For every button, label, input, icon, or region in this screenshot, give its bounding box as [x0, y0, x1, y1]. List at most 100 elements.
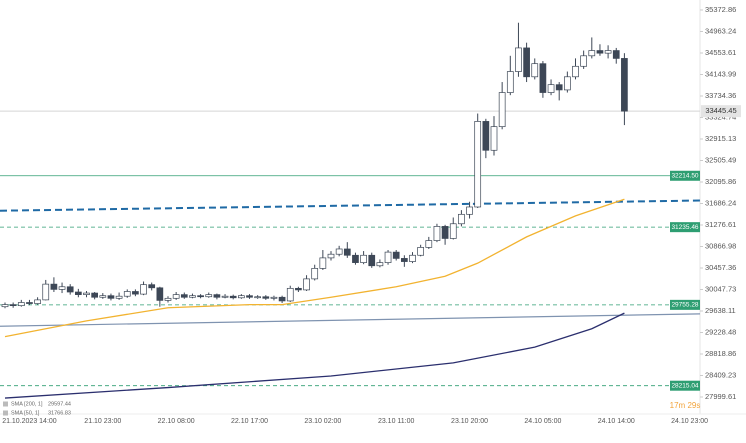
level-label-box: [670, 380, 700, 391]
level-label: 29755.28: [671, 302, 698, 309]
candle-body: [189, 295, 196, 298]
legend-value: 29597.44: [48, 401, 71, 407]
candle-body: [409, 254, 416, 262]
y-tick-label: 34963.24: [705, 26, 736, 35]
y-tick-label: 29638.11: [705, 306, 736, 315]
candle-body: [335, 248, 343, 255]
x-tick-label: 24.10 05:00: [524, 418, 561, 425]
candle-body: [286, 287, 294, 302]
candle-body: [74, 291, 82, 295]
candle-body: [270, 296, 278, 299]
candle-body: [555, 84, 563, 91]
candle-body: [327, 253, 335, 259]
candle-body: [295, 287, 302, 291]
candle-body: [311, 268, 319, 280]
level-label-box: [670, 222, 700, 233]
trendline: [0, 313, 701, 327]
candle-body: [474, 121, 482, 208]
candle-body: [164, 297, 172, 301]
sma-line: [4, 312, 625, 399]
y-tick-label: 28818.86: [705, 349, 736, 358]
legend-label: SMA [50, 1]: [11, 410, 40, 416]
y-tick-label: 29228.48: [705, 327, 736, 336]
candle-body: [50, 283, 58, 290]
candle-body: [466, 206, 473, 215]
level-label: 28215.04: [671, 382, 698, 389]
candle-body: [9, 304, 17, 307]
candle-body: [58, 286, 66, 290]
candle-body: [42, 283, 50, 301]
y-tick-label: 28409.23: [705, 370, 736, 379]
x-tick-label: 22.10 17:00: [231, 418, 268, 425]
candle-body: [229, 295, 237, 299]
y-tick-label: 32505.49: [705, 155, 736, 164]
x-tick-label: 22.10 08:00: [158, 418, 195, 425]
x-tick-label: 21.10 23:00: [84, 418, 121, 425]
candle-body: [26, 302, 33, 304]
level-label-box: [670, 170, 700, 181]
candle-body: [458, 213, 465, 225]
trendline: [0, 199, 701, 212]
candle-body: [238, 295, 245, 299]
x-tick-label: 24.10 23:00: [671, 418, 708, 425]
y-tick-label: 34143.99: [705, 69, 736, 78]
candle-body: [83, 292, 90, 295]
y-tick-label: 34553.61: [705, 48, 736, 57]
candle-body: [34, 299, 41, 304]
candle-body: [523, 47, 530, 78]
candle-body: [376, 262, 384, 267]
candle-body: [91, 292, 99, 298]
y-tick-label: 32095.86: [705, 177, 736, 186]
candle-body: [401, 258, 408, 262]
candle-body: [417, 247, 424, 256]
candle-body: [254, 296, 261, 299]
x-tick-label: 24.10 14:00: [598, 418, 635, 425]
level-label-box: [670, 299, 700, 310]
candle-body: [490, 126, 498, 151]
y-tick-label: 32915.13: [705, 134, 736, 143]
y-tick-label: 31276.61: [705, 220, 736, 229]
candle-body: [343, 248, 351, 256]
legend-value: 31766.83: [48, 410, 71, 416]
y-tick-label: 30047.73: [705, 284, 736, 293]
candle-body: [17, 302, 25, 307]
candle-body: [588, 50, 596, 57]
candle-body: [156, 287, 164, 301]
last-price-label: 33445.45: [705, 106, 736, 115]
candle-body: [621, 58, 628, 112]
candle-body: [246, 295, 253, 298]
x-tick-label: 21.10.2023 14:00: [2, 418, 57, 425]
candle-body: [360, 254, 367, 263]
candle-body: [99, 295, 107, 298]
level-label: 32214.50: [671, 172, 698, 179]
y-tick-label: 33734.36: [705, 91, 736, 100]
candle-body: [425, 240, 433, 248]
candle-body: [115, 295, 123, 299]
candle-body: [123, 291, 131, 297]
candle-body: [303, 278, 310, 291]
candle-body: [148, 284, 156, 289]
candle-body: [580, 55, 588, 67]
candle-body: [572, 65, 579, 78]
timer: 17m 29s: [670, 401, 701, 410]
candle-body: [172, 294, 180, 299]
y-tick-label: 30457.36: [705, 263, 736, 272]
candle-body: [368, 254, 376, 267]
candle-body: [66, 286, 74, 293]
candle-body: [449, 223, 457, 239]
candle-body: [107, 295, 115, 299]
y-tick-label: 31686.24: [705, 198, 736, 207]
x-tick-label: 23.10 20:00: [451, 418, 488, 425]
y-tick-label: 35372.86: [705, 5, 736, 14]
candle-body: [384, 251, 392, 263]
candle-body: [563, 76, 571, 91]
candle-body: [221, 295, 229, 298]
candle-body: [132, 291, 139, 295]
y-tick-label: 27999.61: [705, 392, 736, 401]
x-tick-label: 23.10 02:00: [304, 418, 341, 425]
candle-body: [197, 295, 204, 298]
candle-body: [1, 304, 9, 308]
candle-body: [506, 71, 514, 93]
